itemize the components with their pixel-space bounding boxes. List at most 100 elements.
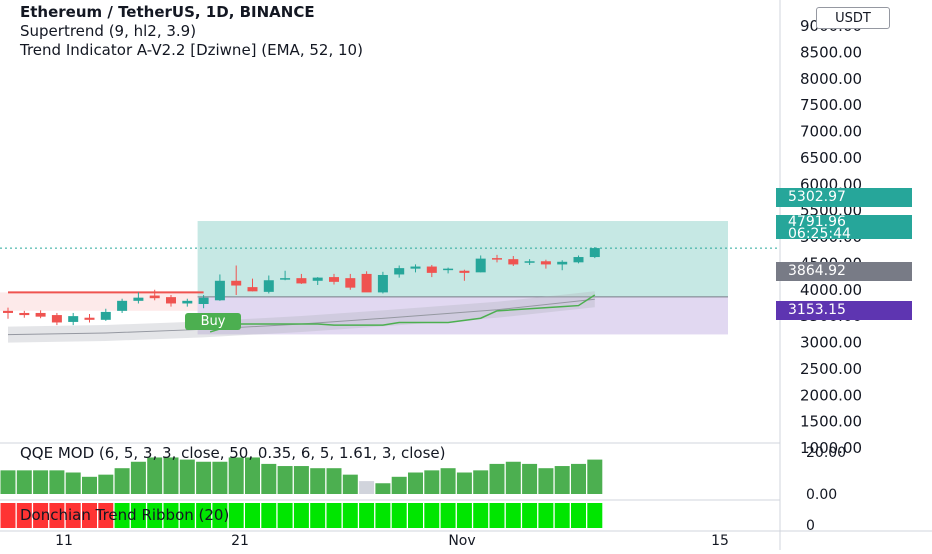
candle-body bbox=[508, 259, 519, 265]
ribbon-cell bbox=[179, 503, 195, 528]
donchian-legend[interactable]: Donchian Trend Ribbon (20) bbox=[20, 506, 230, 524]
candle bbox=[589, 247, 600, 259]
trend-indicator-legend[interactable]: Trend Indicator A-V2.2 [Dziwne] (EMA, 52… bbox=[20, 41, 363, 59]
price-tick-label: 8500.00 bbox=[800, 43, 862, 61]
price-tick-label: 6500.00 bbox=[800, 149, 862, 167]
qqe-bar bbox=[456, 472, 472, 494]
ribbon-cell bbox=[554, 503, 570, 528]
ribbon-cell bbox=[326, 503, 342, 528]
qqe-bar bbox=[391, 476, 407, 494]
candle-body bbox=[19, 312, 30, 316]
target-price-label: 5302.97 bbox=[776, 188, 912, 207]
candle-body bbox=[557, 261, 568, 265]
candle bbox=[214, 274, 225, 301]
qqe-bar bbox=[293, 466, 309, 494]
candle bbox=[166, 295, 176, 307]
candle-body bbox=[475, 258, 486, 273]
qqe-bar bbox=[554, 466, 570, 494]
donchian-axis-label: 0 bbox=[806, 518, 815, 534]
candle-body bbox=[68, 316, 79, 322]
chart-legend: Ethereum / TetherUS, 1D, BINANCE Supertr… bbox=[20, 3, 363, 60]
candle bbox=[68, 312, 79, 326]
time-axis-label: Nov bbox=[448, 533, 475, 549]
candle-body bbox=[329, 277, 339, 282]
qqe-bar bbox=[147, 457, 163, 494]
qqe-bar bbox=[571, 463, 586, 494]
qqe-legend[interactable]: QQE MOD (6, 5, 3, 3, close, 50, 0.35, 6,… bbox=[20, 444, 446, 462]
candle-body bbox=[51, 315, 62, 323]
ribbon-cell bbox=[98, 503, 114, 528]
buy-signal-badge: Buy bbox=[185, 313, 241, 330]
candle-body bbox=[263, 280, 274, 292]
candle-body bbox=[377, 274, 388, 293]
qqe-bar bbox=[440, 468, 456, 494]
candle-body bbox=[410, 266, 421, 269]
ribbon-cell bbox=[456, 503, 472, 528]
candle bbox=[361, 271, 372, 293]
candle bbox=[84, 314, 95, 323]
qqe-bar bbox=[0, 470, 16, 494]
candle bbox=[100, 308, 111, 321]
qqe-bar bbox=[16, 470, 32, 494]
candle bbox=[231, 265, 242, 296]
qqe-bar bbox=[245, 457, 260, 494]
candle-body bbox=[345, 278, 356, 288]
candle bbox=[557, 260, 568, 271]
qqe-bar bbox=[587, 459, 603, 494]
qqe-bar bbox=[505, 461, 521, 494]
candle bbox=[263, 275, 274, 294]
qqe-bar bbox=[228, 457, 244, 494]
ribbon-cell bbox=[391, 503, 407, 528]
candle-body bbox=[426, 266, 437, 273]
qqe-bar bbox=[342, 474, 358, 494]
supertrend-legend[interactable]: Supertrend (9, hl2, 3.9) bbox=[20, 22, 197, 40]
ribbon-cell bbox=[16, 503, 32, 528]
candle bbox=[198, 295, 209, 309]
target-zone bbox=[197, 221, 729, 297]
candle-body bbox=[198, 297, 209, 304]
candle bbox=[133, 292, 144, 304]
candle-body bbox=[247, 287, 258, 292]
ribbon-cell bbox=[293, 503, 309, 528]
candle-body bbox=[459, 270, 470, 273]
stop-zone bbox=[197, 296, 729, 335]
ribbon-cell bbox=[49, 503, 65, 528]
price-tick-label: 7000.00 bbox=[800, 123, 862, 141]
price-tick-label: 2000.00 bbox=[800, 386, 862, 404]
price-tick-label: 3000.00 bbox=[800, 334, 862, 352]
qqe-bar bbox=[261, 463, 277, 494]
candle-body bbox=[280, 278, 291, 280]
qqe-bar bbox=[65, 472, 81, 494]
qqe-bar bbox=[277, 466, 293, 494]
ribbon-cell bbox=[571, 503, 586, 528]
ribbon-cell bbox=[82, 503, 97, 528]
candle-body bbox=[361, 273, 372, 293]
qqe-bar bbox=[196, 461, 212, 494]
candle-body bbox=[312, 277, 323, 281]
candle-body bbox=[524, 261, 535, 263]
candle bbox=[459, 269, 470, 281]
qqe-axis-label: 0.00 bbox=[806, 487, 837, 503]
qqe-bar bbox=[114, 468, 130, 494]
candle-body bbox=[589, 248, 600, 258]
qqe-bar bbox=[408, 472, 423, 494]
qqe-bar bbox=[98, 474, 114, 494]
candle-body bbox=[231, 280, 242, 286]
candle bbox=[149, 289, 160, 301]
currency-button[interactable]: USDT bbox=[816, 7, 890, 29]
qqe-bar bbox=[424, 470, 440, 494]
ribbon-cell bbox=[473, 503, 489, 528]
ribbon-cell bbox=[359, 503, 375, 528]
candle bbox=[410, 264, 421, 273]
qqe-bar bbox=[130, 461, 146, 494]
ribbon-cell bbox=[33, 503, 49, 528]
candle-body bbox=[443, 268, 454, 271]
qqe-bar bbox=[49, 470, 65, 494]
candle bbox=[280, 270, 291, 281]
price-tick-label: 2500.00 bbox=[800, 360, 862, 378]
time-axis-label: 15 bbox=[711, 533, 729, 549]
symbol-title[interactable]: Ethereum / TetherUS, 1D, BINANCE bbox=[20, 3, 315, 21]
qqe-bar bbox=[326, 468, 342, 494]
supertrend-up-line bbox=[209, 294, 596, 333]
candle bbox=[35, 310, 46, 319]
